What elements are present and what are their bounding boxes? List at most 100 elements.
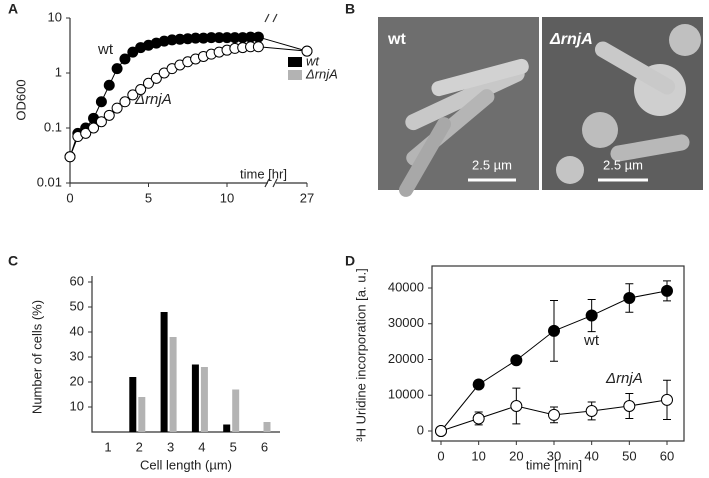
series-label: ΔrnjA [605,370,643,387]
bar [232,389,240,432]
marker [111,102,123,114]
axis [91,276,280,433]
scale-bar-label: 2.5 µm [603,157,643,172]
y-tick-label: 0 [417,422,424,437]
x-annotation: time [hr] [240,166,287,181]
x-tick-label: 5 [145,190,152,205]
marker [252,41,264,53]
x-axis-label: Cell length (µm) [140,457,232,472]
x-tick-label: 60 [660,448,674,463]
x-tick-label: 40 [584,448,598,463]
y-tick-label: 0.01 [37,174,62,189]
x-tick-label: 2 [136,439,143,454]
x-tick-label: 30 [547,448,561,463]
marker [150,72,162,84]
bar [263,422,271,432]
marker [472,412,485,425]
bar [138,397,146,432]
bar [169,337,177,432]
y-tick-label: 1 [55,64,62,79]
marker [585,309,598,322]
x-tick-label: 10 [220,190,234,205]
marker [510,354,523,367]
legend-swatch [288,70,302,80]
marker [127,89,139,101]
y-axis-label: OD600 [13,79,28,120]
marker [252,31,264,43]
marker [623,292,636,305]
marker [135,84,147,96]
y-tick-label: 0.1 [44,119,62,134]
y-tick-label: 40000 [388,279,424,294]
marker [143,77,154,89]
plot-frame [431,265,685,442]
marker [119,96,131,108]
y-tick-label: 30 [70,348,84,363]
y-tick-label: 40 [70,323,84,338]
bar [129,377,137,432]
marker [301,45,313,57]
marker [623,399,636,412]
panel-letter: D [345,253,355,269]
x-tick-label: 10 [471,448,485,463]
marker [111,63,123,75]
marker [103,109,115,121]
marker [95,96,107,108]
y-tick-label: 10 [48,9,62,24]
y-tick-label: 50 [70,298,84,313]
bar [191,364,199,432]
legend-swatch [288,57,302,67]
x-tick-label: 0 [66,190,73,205]
marker [88,122,100,134]
panel-letter: B [345,1,355,17]
scale-bar-label: 2.5 µm [472,157,512,172]
series-label: wt [97,41,114,58]
y-tick-label: 20000 [388,351,424,366]
bar [160,312,168,432]
x-axis-label: time [min] [526,457,582,472]
marker [80,127,92,139]
series-label: wt [583,332,600,349]
x-tick-label: 1 [104,439,111,454]
micrograph-mutant [542,17,703,190]
marker [548,408,560,421]
marker [585,404,598,417]
y-tick-label: 10000 [388,387,424,402]
series-label: ΔrnjA [134,91,172,108]
x-tick-label: 20 [509,448,523,463]
marker [435,425,447,437]
marker [510,399,523,412]
legend-label: wt [306,53,320,68]
x-tick-label: 4 [198,439,205,454]
panel-letter: C [8,253,18,269]
y-axis-label: Number of cells (%) [29,300,44,414]
x-tick-label: 27 [300,190,314,205]
micrograph-wt [378,17,539,197]
marker [472,378,485,391]
x-tick-label: 6 [261,439,268,454]
x-tick-label: 0 [437,448,444,463]
y-tick-label: 60 [70,273,84,288]
legend-label: ΔrnjA [305,66,338,81]
marker [103,79,115,91]
image-label: ΔrnjA [549,31,593,48]
marker [548,324,560,337]
marker [95,116,107,128]
marker [661,284,673,297]
bar [223,424,231,432]
x-tick-label: 3 [167,439,174,454]
y-tick-label: 30000 [388,315,424,330]
axis-break [264,13,278,188]
marker [64,151,76,163]
panel-letter: A [8,1,18,17]
y-tick-label: 10 [70,398,84,413]
marker [661,393,673,406]
image-label: wt [387,31,406,48]
y-tick-label: 20 [70,373,84,388]
x-tick-label: 5 [230,439,237,454]
marker [119,53,131,65]
y-axis-label: ³H Uridine incorporation [a. u.] [353,268,368,441]
x-tick-label: 50 [622,448,636,463]
bar [200,367,208,432]
